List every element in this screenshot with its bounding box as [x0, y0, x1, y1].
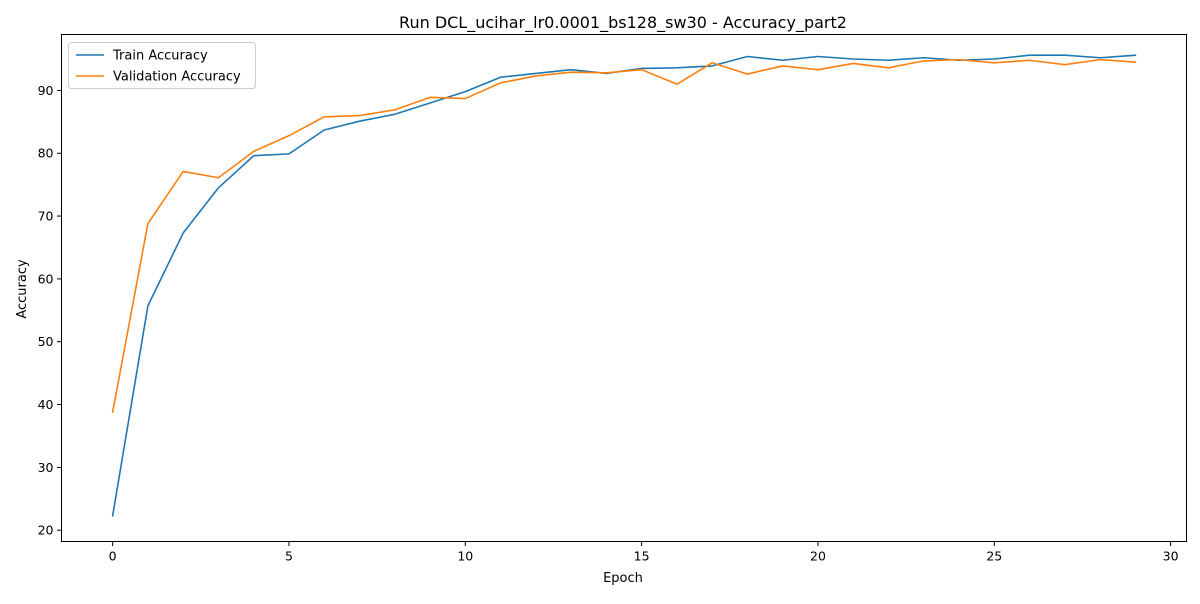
- series-line-validation: [111, 58, 1137, 414]
- y-tick-label: 20: [38, 523, 54, 538]
- y-axis-label: Accuracy: [15, 259, 30, 319]
- x-axis-label: Epoch: [603, 571, 643, 586]
- x-axis-ticks: 0 5 10 15 20 25 30: [109, 541, 1179, 564]
- y-tick-label: 70: [38, 209, 54, 224]
- x-tick-label: 0: [109, 549, 117, 564]
- y-tick-label: 50: [38, 334, 54, 349]
- series-lines: [111, 54, 1137, 517]
- x-tick-label: 20: [810, 549, 826, 564]
- x-tick-label: 15: [634, 549, 650, 564]
- y-tick-label: 30: [38, 460, 54, 475]
- legend: Train Accuracy Validation Accuracy: [68, 42, 256, 89]
- y-axis-ticks: 20 30 40 50 60 70 80 90: [38, 83, 62, 538]
- y-tick-label: 80: [38, 146, 54, 161]
- plot-area: [61, 34, 1187, 542]
- x-tick-label: 25: [986, 549, 1002, 564]
- x-tick-label: 10: [457, 549, 473, 564]
- plot-frame: [61, 34, 1187, 542]
- legend-box: [68, 42, 256, 89]
- chart-title: Run DCL_ucihar_lr0.0001_bs128_sw30 - Acc…: [399, 13, 847, 33]
- y-tick-label: 60: [38, 271, 54, 286]
- legend-label-train: Train Accuracy: [112, 49, 208, 64]
- legend-label-validation: Validation Accuracy: [113, 70, 241, 85]
- x-tick-label: 5: [285, 549, 293, 564]
- x-tick-label: 30: [1163, 549, 1179, 564]
- y-tick-label: 40: [38, 397, 54, 412]
- y-tick-label: 90: [38, 83, 54, 98]
